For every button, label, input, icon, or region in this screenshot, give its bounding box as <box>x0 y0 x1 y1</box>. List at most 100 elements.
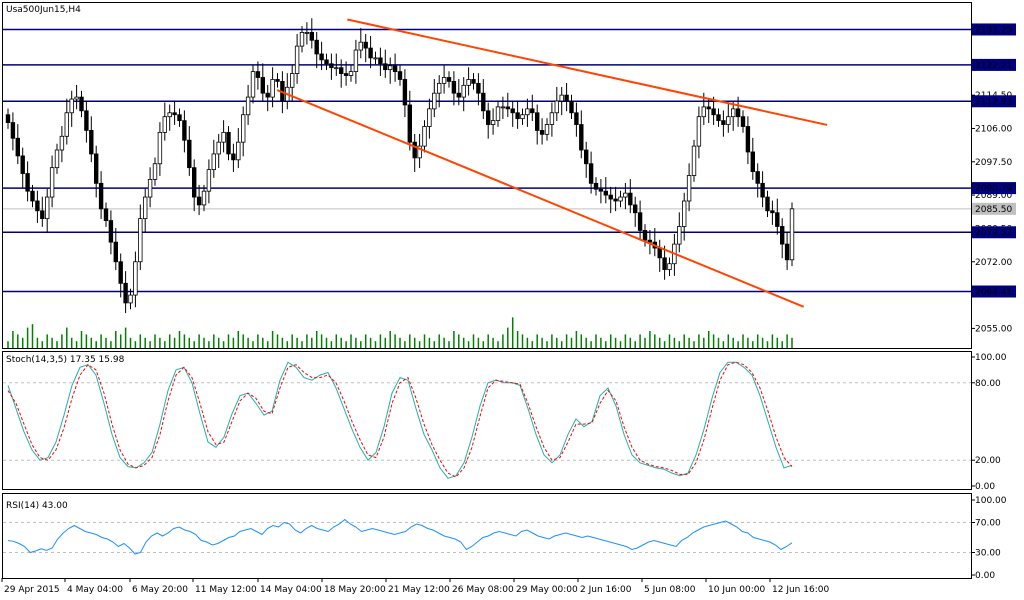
candle-body[interactable] <box>167 112 172 118</box>
candle-body[interactable] <box>721 120 726 125</box>
candle-body[interactable] <box>485 110 491 125</box>
candle-body[interactable] <box>446 77 452 82</box>
candle-body[interactable] <box>138 218 143 263</box>
candle-body[interactable] <box>598 188 604 192</box>
candle-body[interactable] <box>10 122 16 139</box>
candle-body[interactable] <box>226 131 231 155</box>
candle-body[interactable] <box>206 169 212 192</box>
candle-body[interactable] <box>265 92 270 98</box>
candle-body[interactable] <box>544 124 550 135</box>
candle-body[interactable] <box>613 198 618 202</box>
candle-body[interactable] <box>270 79 275 98</box>
candle-body[interactable] <box>59 135 65 151</box>
candle-body[interactable] <box>358 41 363 51</box>
candle-body[interactable] <box>329 63 334 69</box>
candle-body[interactable] <box>696 116 702 147</box>
trend-line[interactable] <box>347 18 828 126</box>
candle-body[interactable] <box>216 141 221 155</box>
trend-line[interactable] <box>276 89 805 308</box>
candle-body[interactable] <box>334 67 339 70</box>
candle-body[interactable] <box>309 32 314 41</box>
candle-body[interactable] <box>383 63 388 71</box>
candle-body[interactable] <box>54 149 60 169</box>
candle-body[interactable] <box>417 145 422 159</box>
candle-body[interactable] <box>770 210 775 214</box>
candle-body[interactable] <box>735 108 741 118</box>
candle-body[interactable] <box>94 153 99 184</box>
candle-body[interactable] <box>113 241 118 263</box>
candle-body[interactable] <box>784 243 790 261</box>
candle-body[interactable] <box>196 196 202 206</box>
candle-body[interactable] <box>691 145 697 176</box>
candle-body[interactable] <box>152 163 158 180</box>
candle-body[interactable] <box>539 130 545 135</box>
candle-body[interactable] <box>716 114 721 122</box>
candle-body[interactable] <box>667 263 672 270</box>
candle-body[interactable] <box>623 192 628 198</box>
candle-body[interactable] <box>608 194 613 200</box>
candle-body[interactable] <box>392 65 398 73</box>
candle-body[interactable] <box>436 82 442 94</box>
candle-body[interactable] <box>495 106 501 122</box>
candle-body[interactable] <box>142 196 148 220</box>
candle-body[interactable] <box>427 108 432 127</box>
candle-body[interactable] <box>515 112 520 120</box>
stochastic-panel[interactable] <box>2 351 972 490</box>
candle-body[interactable] <box>236 141 241 161</box>
candle-body[interactable] <box>686 175 692 202</box>
candle-body[interactable] <box>187 139 192 169</box>
candle-body[interactable] <box>147 179 153 198</box>
candle-body[interactable] <box>245 96 251 116</box>
candle-body[interactable] <box>191 167 197 198</box>
candle-body[interactable] <box>74 96 79 100</box>
candle-body[interactable] <box>260 77 265 94</box>
candle-body[interactable] <box>726 116 731 125</box>
candle-body[interactable] <box>481 92 486 112</box>
candle-body[interactable] <box>476 82 481 94</box>
candle-body[interactable] <box>755 171 760 184</box>
candle-body[interactable] <box>461 84 466 98</box>
candle-body[interactable] <box>162 116 167 133</box>
candle-body[interactable] <box>456 92 461 98</box>
candle-body[interactable] <box>221 131 226 143</box>
candle-body[interactable] <box>103 208 109 221</box>
candle-body[interactable] <box>343 73 349 76</box>
candle-body[interactable] <box>231 153 236 161</box>
candle-body[interactable] <box>299 32 305 47</box>
candle-body[interactable] <box>451 81 457 94</box>
candle-body[interactable] <box>118 261 123 284</box>
candle-body[interactable] <box>201 190 207 206</box>
candle-body[interactable] <box>593 182 599 190</box>
candle-body[interactable] <box>549 112 555 125</box>
candle-body[interactable] <box>240 114 246 143</box>
candle-body[interactable] <box>657 247 662 259</box>
candle-body[interactable] <box>15 137 20 157</box>
candle-body[interactable] <box>500 106 506 109</box>
candle-body[interactable] <box>637 212 643 231</box>
candle-body[interactable] <box>535 112 540 131</box>
candle-body[interactable] <box>79 96 84 112</box>
candle-body[interactable] <box>20 155 25 174</box>
candle-body[interactable] <box>25 173 30 192</box>
candle-body[interactable] <box>750 151 755 172</box>
candle-body[interactable] <box>432 92 437 110</box>
candle-body[interactable] <box>314 39 319 55</box>
candle-body[interactable] <box>373 57 378 60</box>
candle-body[interactable] <box>662 257 667 270</box>
candle-body[interactable] <box>530 108 535 114</box>
candle-body[interactable] <box>133 261 138 296</box>
candle-body[interactable] <box>554 100 559 114</box>
candle-body[interactable] <box>647 239 653 243</box>
candle-body[interactable] <box>348 71 354 76</box>
candle-body[interactable] <box>123 282 128 304</box>
candle-body[interactable] <box>422 126 427 147</box>
candle-body[interactable] <box>177 114 182 122</box>
candle-body[interactable] <box>584 149 589 165</box>
candle-body[interactable] <box>98 182 104 210</box>
candle-body[interactable] <box>108 220 114 243</box>
candle-body[interactable] <box>275 79 280 82</box>
candle-body[interactable] <box>157 131 163 165</box>
candle-body[interactable] <box>368 47 373 59</box>
candle-body[interactable] <box>706 106 711 110</box>
candle-body[interactable] <box>172 112 177 116</box>
